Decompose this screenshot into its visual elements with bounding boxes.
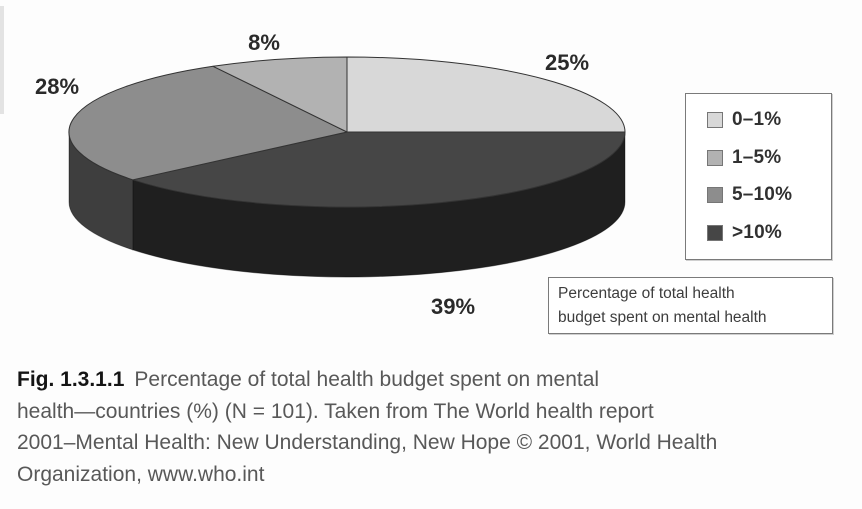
pie-slice: [346, 56, 626, 133]
legend-swatch: [707, 112, 723, 129]
legend-swatch: [707, 187, 723, 204]
chart-title-line: Percentage of total health: [558, 285, 735, 302]
pie-slice: [68, 65, 348, 181]
legend-label: 1–5%: [732, 146, 782, 168]
chart-title-box: Percentage of total health budget spent …: [548, 277, 833, 334]
pie-slice: [132, 131, 626, 208]
chart-title-line: budget spent on mental health: [558, 309, 767, 326]
slice-label: 28%: [35, 74, 79, 99]
caption-text: Percentage of total health budget spent …: [134, 368, 600, 391]
caption-line: Organization, www.who.int: [17, 462, 265, 486]
caption-line: health—countries (%) (N = 101). Taken fr…: [17, 399, 654, 423]
legend-box: 0–1% 1–5% 5–10% >10%: [685, 93, 832, 260]
slice-label: 8%: [248, 30, 280, 55]
legend-swatch: [707, 149, 723, 166]
legend-label: 5–10%: [732, 184, 793, 206]
pie-slice: [212, 56, 348, 133]
figure-caption: Fig. 1.3.1.1 Percentage of total health b…: [17, 364, 797, 490]
scan-artifact: [0, 6, 4, 114]
caption-line: Fig. 1.3.1.1 Percentage of total health b…: [17, 364, 797, 396]
legend-item: 1–5%: [707, 147, 831, 169]
legend-swatch: [707, 224, 723, 241]
legend-item: 5–10%: [707, 184, 831, 206]
slice-label: 39%: [431, 294, 475, 319]
legend-label: 0–1%: [732, 109, 782, 131]
caption-line: 2001–Mental Health: New Understanding, N…: [17, 431, 718, 454]
slice-label: 25%: [545, 50, 589, 75]
legend-item: >10%: [707, 222, 831, 244]
legend-label: >10%: [732, 221, 782, 243]
figure-number: Fig. 1.3.1.1: [17, 368, 125, 391]
legend-item: 0–1%: [707, 109, 831, 131]
